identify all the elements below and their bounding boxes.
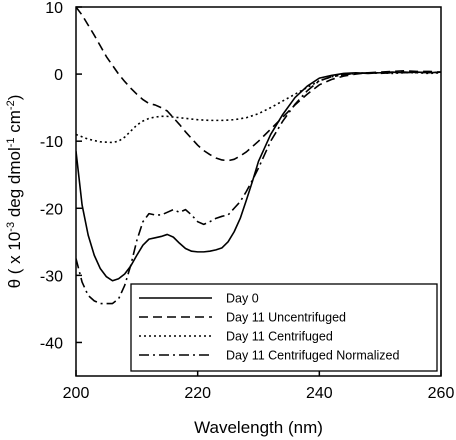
series-line-day-11-uncentrifuged bbox=[76, 7, 441, 162]
x-tick-label: 220 bbox=[184, 385, 211, 402]
series-line-day-11-centrifuged-normalized bbox=[76, 71, 441, 305]
legend: Day 0 Day 11 Uncentrifuged Day 11 Centrifu… bbox=[130, 283, 438, 372]
x-tick-label: 200 bbox=[63, 385, 90, 402]
axis-labels: Wavelength (nm) θ ( x 10-3 deg dmol-1 cm-… bbox=[5, 95, 323, 437]
legend-label: Day 11 Uncentrifuged bbox=[226, 311, 346, 325]
x-axis-label: Wavelength (nm) bbox=[194, 418, 323, 437]
axis-ticks: 200 220 240 260 10 0 -10 -20 -30 -40 bbox=[40, 0, 455, 402]
y-axis-label: θ ( x 10-3 deg dmol-1 cm-2) bbox=[5, 95, 24, 289]
legend-label: Day 11 Centrifuged Normalized bbox=[226, 349, 400, 363]
legend-label: Day 0 bbox=[226, 292, 259, 306]
y-tick-label: 0 bbox=[54, 67, 63, 84]
series-line-day-11-centrifuged bbox=[76, 71, 441, 144]
y-tick-label: 10 bbox=[45, 0, 63, 17]
series-layer bbox=[76, 7, 441, 305]
x-tick-label: 240 bbox=[306, 385, 333, 402]
y-tick-label: -20 bbox=[40, 201, 63, 218]
y-tick-label: -10 bbox=[40, 134, 63, 151]
series-line-day-0 bbox=[76, 71, 441, 282]
x-tick-label: 260 bbox=[428, 385, 455, 402]
plot-frame bbox=[75, 6, 442, 377]
y-tick-label: -30 bbox=[40, 268, 63, 285]
legend-label: Day 11 Centrifuged bbox=[226, 330, 333, 344]
y-tick-label: -40 bbox=[40, 335, 63, 352]
